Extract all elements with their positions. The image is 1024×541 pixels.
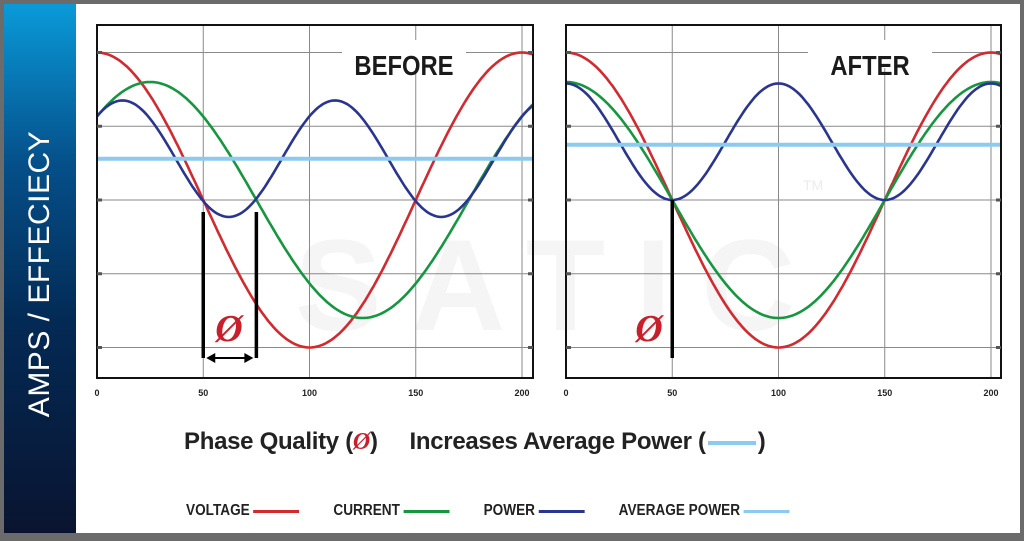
legend-swatch: [253, 509, 300, 513]
series-power: [565, 82, 1003, 202]
average-power-swatch: [707, 440, 756, 445]
legend-swatch: [743, 509, 790, 513]
legend-item-power: POWER: [484, 502, 585, 520]
x-tick-label: 50: [667, 388, 677, 398]
legend-label: POWER: [483, 502, 535, 519]
x-tick-label: 100: [302, 388, 317, 398]
x-tick-label: 100: [771, 388, 786, 398]
series-current: [95, 80, 534, 320]
subtitle-text-4: ): [757, 428, 766, 455]
legend-item-current: CURRENT: [333, 502, 450, 520]
subtitle-text-3: Increases Average Power (: [409, 428, 707, 455]
phi-symbol: Ø: [214, 308, 244, 350]
subtitle-text-2: ): [369, 428, 378, 455]
x-tick-label: 150: [408, 388, 423, 398]
chart-after: AFTER TM Ø 0 50 100 150 200: [563, 24, 1003, 398]
chart-title: AFTER: [830, 49, 910, 81]
y-axis-banner: AMPS / EFFECIECY: [4, 4, 76, 533]
chart-before: BEFORE Ø 0 50 100 150 200: [94, 24, 534, 398]
legend-swatch: [403, 509, 450, 513]
legend-label: AVERAGE POWER: [618, 502, 741, 519]
title-backing: [808, 40, 932, 68]
legend-item-voltage: VOLTAGE: [186, 502, 300, 520]
main-panel: [76, 4, 1020, 533]
series-voltage: [96, 51, 533, 349]
x-tick-label: 200: [983, 388, 998, 398]
legend-swatch: [538, 509, 585, 513]
x-tick-label: 0: [94, 388, 99, 398]
x-tick-label: 150: [877, 388, 892, 398]
watermark-logo: SATIC: [295, 212, 825, 358]
arrow-right-icon: [244, 353, 254, 363]
legend-label: CURRENT: [333, 502, 400, 519]
legend: VOLTAGE CURRENT POWER AVERAGE POWER: [186, 502, 820, 520]
x-tick-label: 0: [563, 388, 568, 398]
watermark-tm: TM: [803, 177, 823, 193]
phi-symbol: Ø: [352, 429, 370, 455]
chart-subtitle: Phase Quality (Ø) Increases Average Powe…: [184, 428, 766, 456]
legend-label: VOLTAGE: [186, 502, 250, 519]
x-tick-label: 50: [198, 388, 208, 398]
chart-title: BEFORE: [354, 49, 453, 81]
phi-symbol: Ø: [634, 308, 664, 350]
subtitle-text-1: Phase Quality (: [184, 428, 353, 455]
x-tick-label: 200: [514, 388, 529, 398]
arrow-left-icon: [206, 353, 216, 363]
legend-item-average-power: AVERAGE POWER: [619, 502, 790, 520]
series-power: [96, 99, 534, 219]
series-voltage: [565, 51, 1002, 349]
title-backing: [342, 40, 466, 68]
